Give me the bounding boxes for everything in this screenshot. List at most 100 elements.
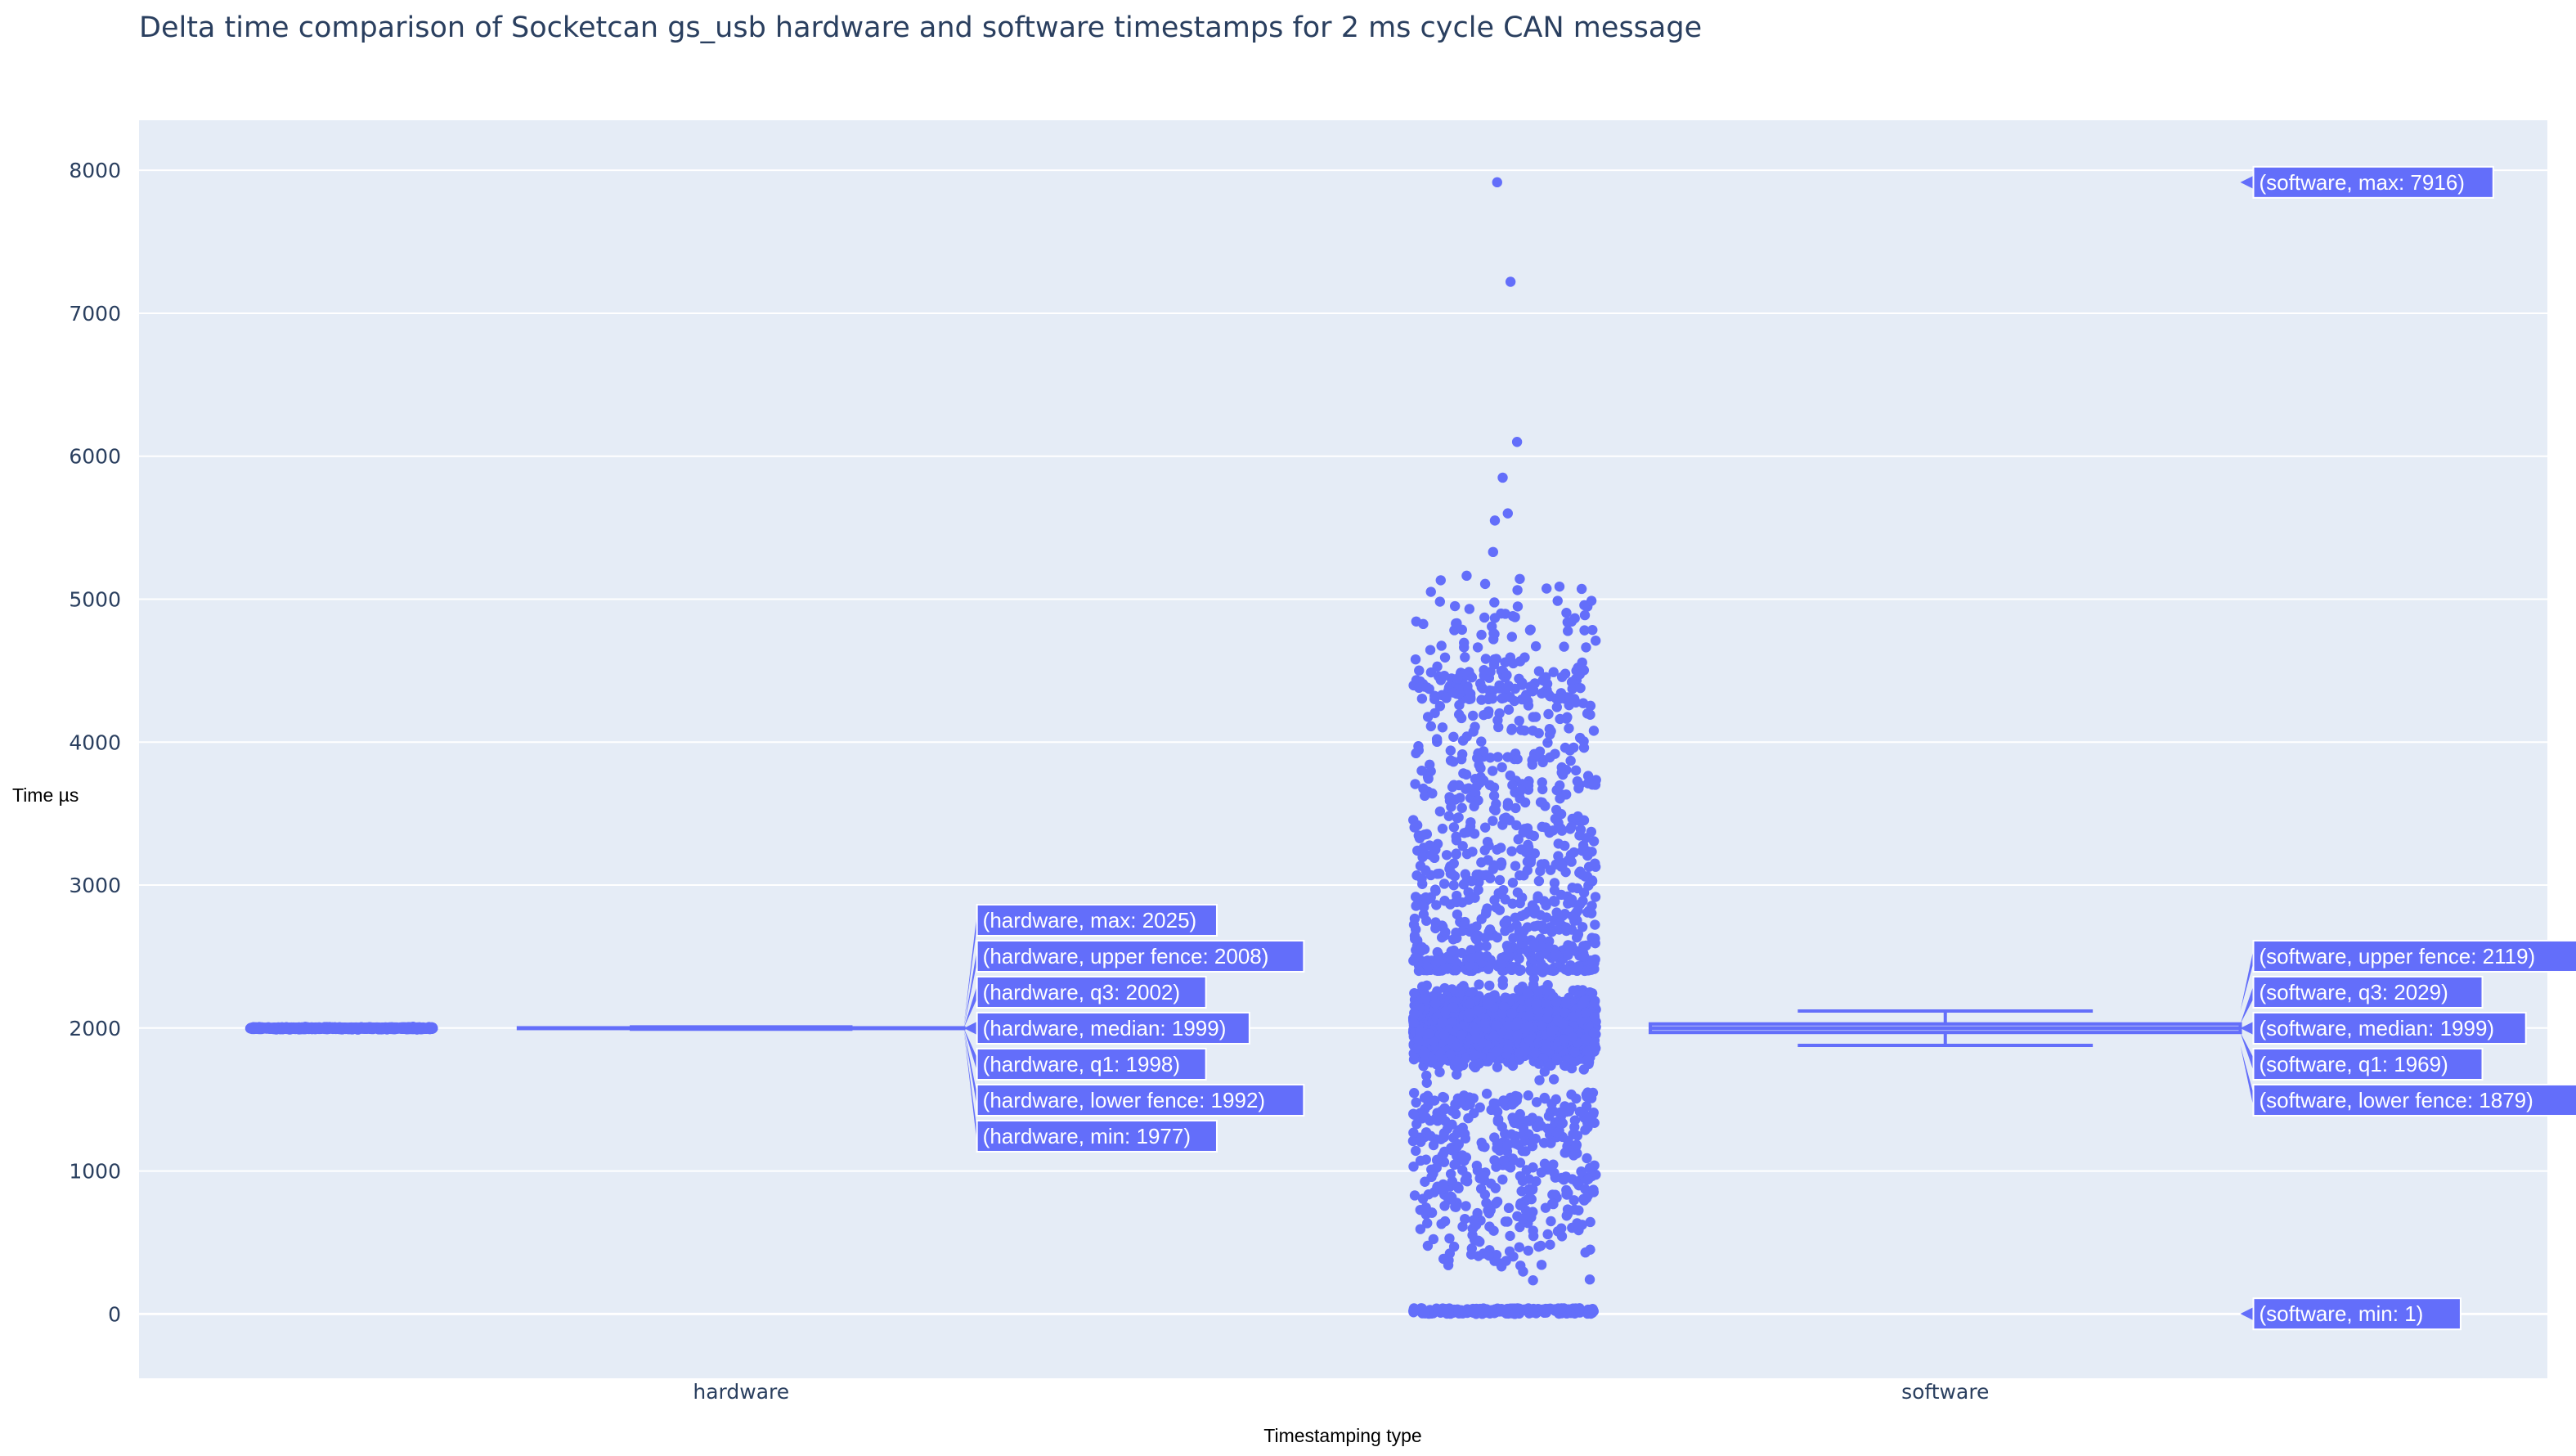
data-point [1452,909,1463,920]
data-point [1451,897,1461,907]
data-point [1569,1047,1580,1058]
data-point [1413,745,1424,756]
data-point [1573,783,1584,793]
data-point [1507,898,1518,909]
data-point [1590,919,1600,930]
data-point [1476,857,1487,868]
data-point [1522,988,1533,999]
data-point [1588,1027,1600,1039]
data-point [1506,725,1517,735]
y-tick-label: 2000 [69,1017,121,1040]
data-point [280,1023,291,1034]
data-point [1479,709,1489,721]
data-point [1580,1033,1591,1045]
data-point [1479,845,1490,856]
data-point [1551,997,1562,1008]
data-point [1412,1035,1424,1046]
data-point [1506,1008,1518,1019]
data-point [1533,875,1545,887]
data-point [1537,777,1547,788]
data-point [1503,704,1515,715]
data-point [312,1022,324,1033]
data-point [1452,932,1462,944]
data-point [413,1023,424,1034]
data-point [1570,765,1582,776]
data-point [1466,987,1477,998]
data-point [426,1022,438,1033]
y-tick-label: 1000 [69,1160,121,1184]
data-point [1557,910,1568,921]
data-point [1432,736,1443,748]
data-point [1534,746,1546,757]
data-point [249,1022,259,1033]
data-point [1434,806,1446,817]
data-point [1540,1039,1551,1050]
data-point [1455,793,1465,803]
data-point [1409,913,1420,924]
data-point [1422,771,1434,783]
data-point [1531,998,1542,1009]
data-point [1507,1060,1519,1072]
data-point [1589,1012,1600,1022]
data-point [1443,811,1455,821]
data-point [1502,798,1514,808]
data-point [1491,1046,1501,1057]
data-point [386,1023,397,1034]
data-point [1425,850,1437,861]
data-point [1459,919,1470,929]
data-point [1543,1005,1554,1017]
data-point [1559,1034,1569,1045]
data-point [1533,728,1544,739]
data-point [1553,851,1564,861]
data-point [1438,1054,1449,1065]
data-point [1565,755,1576,766]
data-point [1533,986,1544,996]
data-point [1471,870,1482,880]
data-point [1409,1009,1420,1019]
data-point [1445,745,1456,756]
data-point [1416,941,1427,952]
data-point [1515,844,1527,855]
data-point [1507,878,1519,888]
data-point [401,1023,412,1034]
y-tick-label: 8000 [69,159,121,182]
data-point [1578,815,1590,826]
data-point [1557,1018,1568,1030]
data-point [1467,710,1479,721]
data-point [1510,861,1521,871]
data-point [1578,736,1589,747]
data-point [1421,980,1432,991]
y-tick-label: 5000 [69,587,121,611]
data-point [290,1023,301,1034]
data-point [1497,762,1507,773]
data-point [1516,892,1528,903]
data-point [1566,856,1577,867]
data-point [1451,831,1461,842]
data-point [1420,892,1431,903]
data-point [1496,959,1506,970]
data-point [1487,766,1498,776]
data-point [1448,731,1459,742]
data-point [1430,917,1441,928]
data-point [1560,999,1571,1009]
data-point [1447,781,1458,793]
data-point [1488,1031,1499,1042]
data-point [1409,822,1420,833]
data-point [1544,729,1555,740]
data-point [1542,980,1553,991]
data-point [1564,723,1574,734]
data-point [1479,1018,1490,1029]
data-point [1535,797,1546,807]
data-point [1492,752,1503,762]
data-point [361,1022,373,1033]
data-point [1546,1027,1557,1037]
data-point [1421,1077,1432,1089]
data-point [330,1022,341,1033]
data-point [1470,932,1481,943]
data-point [1424,759,1435,771]
data-point [1409,987,1420,999]
data-point [1500,917,1511,928]
data-point [1519,909,1530,919]
data-point [1506,846,1517,856]
